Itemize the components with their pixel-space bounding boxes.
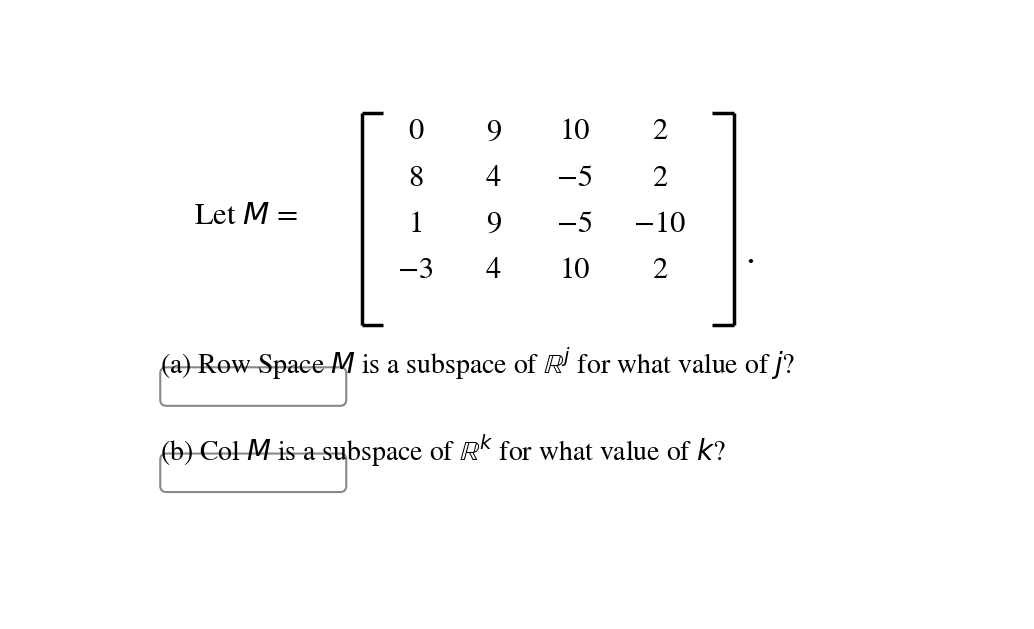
Text: 8: 8 — [408, 165, 424, 192]
Text: −5: −5 — [557, 165, 592, 192]
Text: 10: 10 — [559, 257, 590, 285]
Text: Let $M$ =: Let $M$ = — [193, 203, 298, 231]
FancyBboxPatch shape — [160, 367, 346, 406]
Text: 2: 2 — [652, 165, 668, 192]
Text: 4: 4 — [486, 165, 501, 192]
Text: −3: −3 — [398, 257, 434, 285]
Text: .: . — [746, 237, 755, 271]
Text: 2: 2 — [652, 119, 668, 147]
Text: 9: 9 — [486, 211, 501, 239]
Text: 2: 2 — [652, 257, 668, 285]
Text: 9: 9 — [486, 119, 501, 147]
Text: 0: 0 — [408, 119, 424, 147]
Text: 4: 4 — [486, 257, 501, 285]
Text: (b) Col $\mathit{M}$ is a subspace of $\mathbb{R}^{k}$ for what value of $\mathi: (b) Col $\mathit{M}$ is a subspace of $\… — [160, 432, 726, 469]
Text: 10: 10 — [559, 119, 590, 147]
Text: −5: −5 — [557, 211, 592, 239]
Text: 1: 1 — [408, 211, 424, 239]
Text: (a) Row Space $\mathit{M}$ is a subspace of $\mathbb{R}^{j}$ for what value of $: (a) Row Space $\mathit{M}$ is a subspace… — [160, 345, 796, 382]
FancyBboxPatch shape — [160, 454, 346, 492]
Text: −10: −10 — [635, 211, 686, 239]
